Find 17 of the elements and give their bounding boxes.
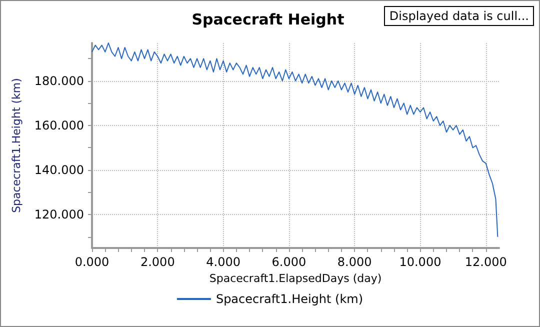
x-tick-label: 0.000: [74, 255, 110, 269]
x-axis-title: Spacecraft1.ElapsedDays (day): [209, 272, 382, 285]
chart-title: Spacecraft Height: [192, 10, 344, 28]
y-tick-label: 140.000: [34, 163, 84, 178]
x-tick-label: 6.000: [272, 255, 306, 269]
x-tick-label: 4.000: [206, 255, 240, 269]
y-tick-label: 160.000: [34, 118, 84, 132]
y-axis-title: Spacecraft1.Height (km): [10, 78, 23, 213]
x-tick-label: 10.000: [399, 255, 442, 269]
text: Displayed data is cull...: [384, 6, 534, 26]
y-tick-label: 180.000: [34, 74, 84, 88]
y-tick-label: 120.000: [34, 208, 84, 222]
x-tick-label: 12.000: [464, 255, 507, 269]
line-series: [92, 42, 498, 238]
x-tick-label: 2.000: [140, 255, 175, 269]
x-tick-label: 8.000: [337, 255, 372, 269]
legend-label: Spacecraft1.Height (km): [216, 292, 364, 306]
